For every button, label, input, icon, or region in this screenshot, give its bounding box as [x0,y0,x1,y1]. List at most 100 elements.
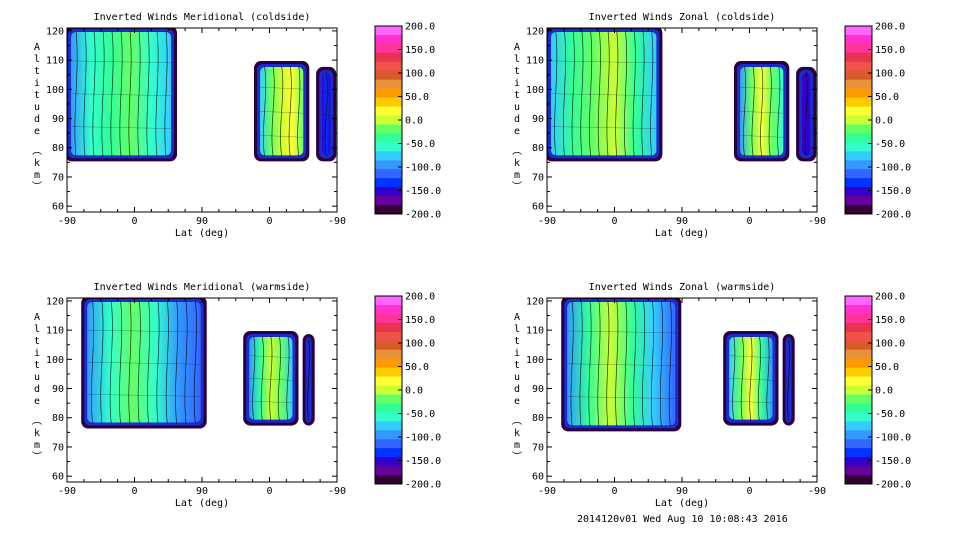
contour-line [297,65,301,157]
colorbar-tick-label: 150.0 [405,315,435,326]
y-tick-label: 80 [52,143,64,154]
contour-line [550,60,657,64]
contour-line [286,335,290,421]
colorbar-swatch [845,151,872,161]
colorbar-swatch [845,124,872,134]
colorbar-tick-label: 50.0 [405,92,429,103]
x-tick-label: 0 [746,216,752,227]
chart-panel: Inverted Winds Meridional (coldside) 60 70… [32,12,441,239]
y-axis-label-char: k [34,428,40,439]
contour-line [307,338,311,421]
contour-line [87,329,201,333]
contour-line [70,93,172,96]
contour-line [567,363,676,366]
contour-line [147,300,151,424]
contour-line [259,135,304,138]
y-tick-label: 90 [532,114,544,125]
y-axis-label-char: d [34,384,40,395]
colorbar-swatch [845,466,872,476]
y-tick-label: 100 [46,85,64,96]
colorbar-swatch [845,142,872,152]
colorbar-swatch [845,475,872,485]
y-axis-label-char: u [514,102,520,113]
colorbar-swatch [375,322,402,333]
contour-line [288,65,292,157]
contour-line [757,335,761,421]
colorbar-swatch [375,43,402,54]
colorbar-swatch [845,43,872,54]
x-axis-label: Lat (deg) [655,498,709,509]
colorbar-swatch [845,106,872,117]
colorbar-swatch [845,367,872,378]
contour-line [562,30,566,157]
colorbar-swatch [375,358,402,369]
colorbar-swatch [845,439,872,449]
y-tick-label: 70 [52,172,64,183]
y-tick-label: 60 [52,472,64,483]
colorbar-tick-label: 50.0 [875,92,899,103]
plot-area [547,28,817,162]
contour-line [650,30,654,157]
colorbar-swatch [845,403,872,413]
contour-line [571,30,575,157]
x-tick-label: -90 [58,486,76,497]
y-axis-label-char: l [34,324,40,335]
contour-line [87,362,201,365]
x-axis-label: Lat (deg) [655,228,709,239]
y-axis-label-char: l [514,324,520,335]
y-axis-label-char: A [514,312,520,323]
colorbar-swatch [375,412,402,422]
contour-line [729,355,773,358]
y-axis-label-char: t [34,336,40,347]
contour-line [729,378,773,381]
contour-line [567,330,676,334]
colorbar-swatch [375,367,402,378]
y-axis-label-char: d [34,114,40,125]
y-tick-label: 120 [46,26,64,37]
y-tick-label: 70 [532,442,544,453]
contour-line [260,335,264,421]
contour-region [551,32,657,156]
y-axis-label-char: t [34,66,40,77]
colorbar-tick-label: -50.0 [875,409,905,420]
chart-title: Inverted Winds Meridional (warmside) [94,282,311,293]
contour-line [87,394,201,397]
colorbar-swatch [845,205,872,215]
x-tick-label: 90 [196,216,208,227]
colorbar-tick-label: -100.0 [405,433,441,444]
colorbar-swatch [375,26,402,36]
colorbar-swatch [845,34,872,45]
y-axis-label-char: i [34,348,40,359]
contour-line [259,111,304,114]
x-tick-label: 0 [611,486,617,497]
chart-panel: Inverted Winds Meridional (warmside) 60 70… [32,282,441,509]
x-tick-label: 90 [676,216,688,227]
colorbar-swatch [845,385,872,395]
colorbar-swatch [845,349,872,360]
chart-panel: Inverted Winds Zonal (coldside) 60 70 80 90 1… [512,12,911,239]
y-axis-label-char: d [514,114,520,125]
colorbar-swatch [375,52,402,63]
colorbar-swatch [375,151,402,161]
y-tick-label: 60 [532,472,544,483]
colorbar-swatch [845,412,872,422]
colorbar-swatch [375,403,402,413]
contour-line [70,60,172,64]
colorbar-tick-label: -150.0 [875,186,911,197]
contour-line [633,300,637,427]
contour-line [184,300,188,424]
colorbar: 200.0 150.0 100.0 50.0 0.0 -50.0 -100.0 -150.0 -… [374,292,441,491]
y-tick-label: 110 [526,56,544,67]
colorbar-swatch [845,421,872,431]
colorbar: 200.0 150.0 100.0 50.0 0.0 -50.0 -100.0 -150.0 -… [374,22,441,221]
y-axis-label-char: ︵ [32,416,42,427]
contour-line [615,30,619,157]
y-axis-label-char: t [34,360,40,371]
y-axis-label-char: ︵ [512,146,522,157]
contour-line [567,396,676,399]
contour-line [175,300,179,424]
colorbar-swatch [845,430,872,440]
y-axis-label-char: ︵ [32,146,42,157]
y-axis-label-char: ︶ [32,181,42,193]
colorbar-swatch [845,313,872,324]
